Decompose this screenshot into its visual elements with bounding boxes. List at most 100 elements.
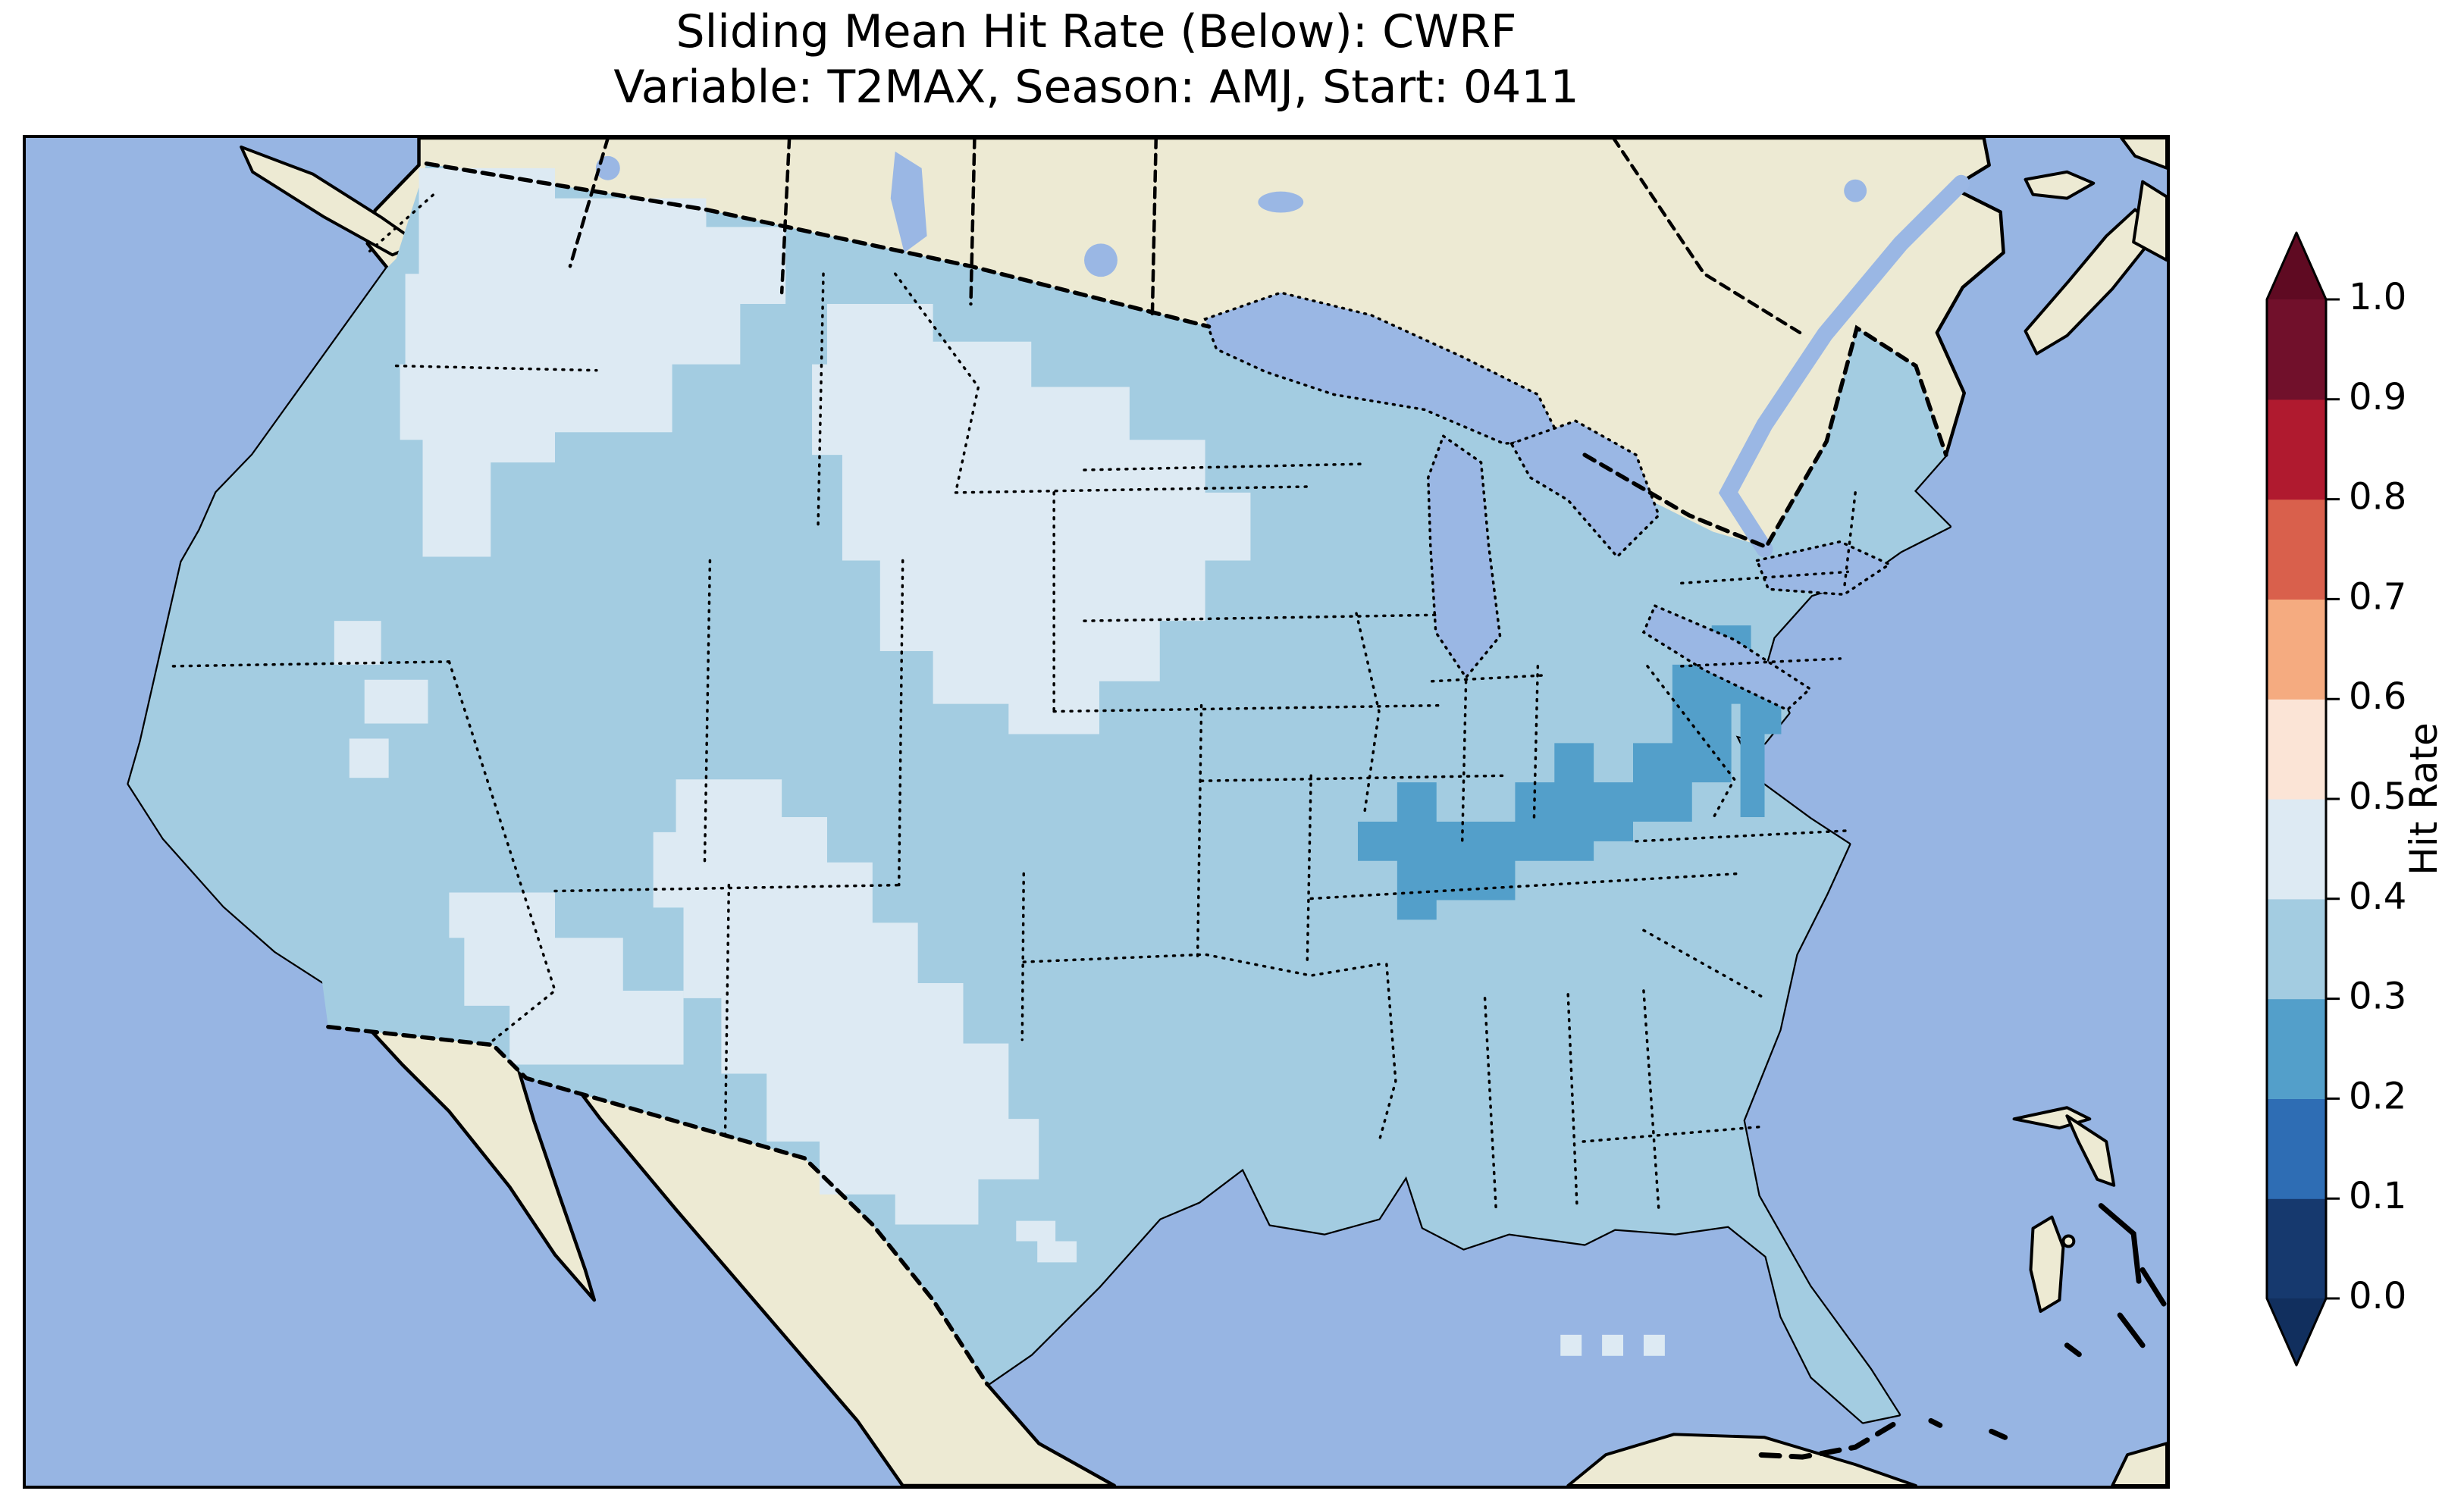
- newfoundland-corner: [2120, 138, 2167, 170]
- long-island-bahamas: [2140, 1267, 2167, 1307]
- colorbar-tick-label: 0.6: [2349, 675, 2406, 718]
- state-border-mo-ks: [1306, 774, 1312, 966]
- colorbar-tick-label: 0.9: [2349, 376, 2406, 418]
- pale-patch-oregon-c: [349, 738, 389, 778]
- state-border-wa-or: [394, 364, 598, 372]
- state-border-wy-co: [1052, 703, 1441, 713]
- lake-michigan: [1427, 434, 1502, 680]
- canada-lake-small-3: [1844, 179, 1867, 202]
- pale-patch-oregon-a: [334, 621, 381, 665]
- florida-keys: [1754, 1421, 1896, 1460]
- state-border-mi-in: [1431, 674, 1547, 683]
- colorbar-tick-label: 1.0: [2349, 276, 2406, 318]
- colorbar-over-arrow: [2267, 233, 2326, 299]
- map-panel: [23, 135, 2170, 1489]
- lake-superior: [1203, 291, 1563, 445]
- colorbar-svg: 0.0 0.1 0.2 0.3 0.4 0.5 0.6 0.7 0.8 0.9 1.0 Hit Rat…: [2265, 231, 2446, 1367]
- colorbar-bin-0.9-1.0: [2267, 299, 2326, 400]
- state-border-al-ga: [1642, 989, 1660, 1211]
- us-canada-border-east: [1582, 324, 1948, 550]
- colorbar-tick-label: 0.0: [2349, 1275, 2406, 1317]
- state-border-nd-sd: [1083, 462, 1365, 471]
- canada-province-border-sk-mb: [969, 138, 977, 306]
- colorbar-tick-label: 0.2: [2349, 1075, 2406, 1117]
- colorbar-tick-label: 0.7: [2349, 575, 2406, 618]
- state-border-ca-nv: [447, 660, 557, 1042]
- lake-huron: [1509, 419, 1660, 559]
- pale-patch-southern-arizona: [449, 892, 684, 1065]
- state-border-tn-south: [1309, 872, 1740, 900]
- pale-patch-colorado-newmexico-texas: [653, 779, 1039, 1225]
- colorbar-bin-0.0-0.1: [2267, 1198, 2326, 1299]
- colorbar-axis-label: Hit Rate: [2402, 722, 2446, 875]
- state-border-ms-al-1: [1483, 997, 1498, 1215]
- low-hitrate-patch-kentucky-westvirginia: [1358, 625, 1751, 920]
- colorbar-tick-label: 0.3: [2349, 976, 2406, 1018]
- colorbar-tick-label: 0.8: [2349, 476, 2406, 518]
- canada-lake-small-2: [1258, 191, 1304, 213]
- state-border-co-east: [1196, 703, 1203, 958]
- title-line-1: Sliding Mean Hit Rate (Below): CWRF: [676, 5, 1517, 58]
- state-border-il-mo: [1355, 612, 1381, 819]
- colorbar-under-arrow: [2267, 1298, 2326, 1365]
- new-providence: [2061, 1234, 2076, 1248]
- state-border-ne-ks: [1199, 774, 1509, 782]
- us-mexico-border: [326, 1024, 990, 1387]
- lake-ontario: [1755, 540, 1892, 597]
- abaco: [2065, 1114, 2116, 1187]
- state-border-id-mt: [894, 272, 980, 494]
- state-border-nc-sc: [1642, 929, 1766, 1000]
- colorbar-bin-0.2-0.3: [2267, 998, 2326, 1099]
- state-border-or-id: [817, 272, 825, 528]
- colorbar-tick-label: 0.5: [2349, 775, 2406, 818]
- cape-breton-island: [2132, 180, 2167, 262]
- pale-cell-keys-3: [1643, 1334, 1665, 1356]
- colorbar: 0.0 0.1 0.2 0.3 0.4 0.5 0.6 0.7 0.8 0.9 1.0 Hit Rat…: [2244, 220, 2464, 1433]
- colorbar-bin-0.4-0.5: [2267, 799, 2326, 900]
- state-border-new-england: [1842, 491, 1857, 593]
- state-border-nv-ut: [703, 559, 712, 864]
- canada-province-border-bc-ab: [568, 138, 610, 268]
- colorbar-bin-0.5-0.6: [2267, 699, 2326, 800]
- small-antilles-2: [1989, 1428, 2008, 1440]
- state-border-tx-panhandle: [1020, 872, 1026, 1041]
- lakes-layer: [595, 151, 1970, 712]
- cuba: [1566, 1433, 1917, 1486]
- map-svg: [26, 138, 2167, 1486]
- low-hitrate-patch-chesapeake: [1740, 675, 1782, 817]
- pale-cell-keys-1: [1560, 1334, 1582, 1356]
- data-grid-layer: [128, 163, 1950, 1423]
- state-border-in-oh-2: [1532, 665, 1540, 822]
- state-border-sd-ne: [1083, 613, 1441, 622]
- state-border-tx-ok: [1022, 953, 1381, 977]
- andros: [2029, 1215, 2065, 1314]
- colorbar-bin-0.8-0.9: [2267, 399, 2326, 500]
- us-canada-border: [424, 161, 1212, 329]
- eleuthera: [2098, 1203, 2142, 1284]
- colorbar-tick-label: 0.1: [2349, 1175, 2406, 1217]
- islands-layer: [1566, 1106, 2167, 1486]
- prince-edward-island: [2024, 170, 2096, 200]
- strait-juan-de-fuca-border: [368, 189, 440, 253]
- state-border-pa-ny: [1680, 570, 1849, 585]
- pale-patch-oregon-b: [364, 679, 428, 724]
- state-border-az-nm: [723, 883, 731, 1143]
- canada-province-border-mb-on: [1150, 138, 1158, 321]
- title-line-2: Variable: T2MAX, Season: AMJ, Start: 041…: [613, 61, 1579, 114]
- colorbar-tick-label: 0.4: [2349, 875, 2406, 918]
- colorbar-bin-0.7-0.8: [2267, 499, 2326, 600]
- figure-title: Sliding Mean Hit Rate (Below): CWRF Vari…: [23, 5, 2170, 115]
- state-border-nc-va: [1635, 829, 1849, 843]
- hispaniola-corner: [2111, 1442, 2167, 1486]
- state-border-in-oh-1: [1460, 680, 1468, 845]
- colorbar-bin-0.6-0.7: [2267, 599, 2326, 700]
- pale-cell-keys-2: [1602, 1334, 1624, 1356]
- canada-lake-small-1: [595, 155, 620, 180]
- lake-winnipeg: [890, 151, 927, 253]
- st-lawrence-river: [1718, 174, 1970, 558]
- state-border-mt-wy: [954, 485, 1312, 494]
- canada-province-border-on-qc: [1611, 138, 1804, 337]
- state-border-pa-md: [1680, 657, 1842, 668]
- borders-layer: [171, 138, 1948, 1387]
